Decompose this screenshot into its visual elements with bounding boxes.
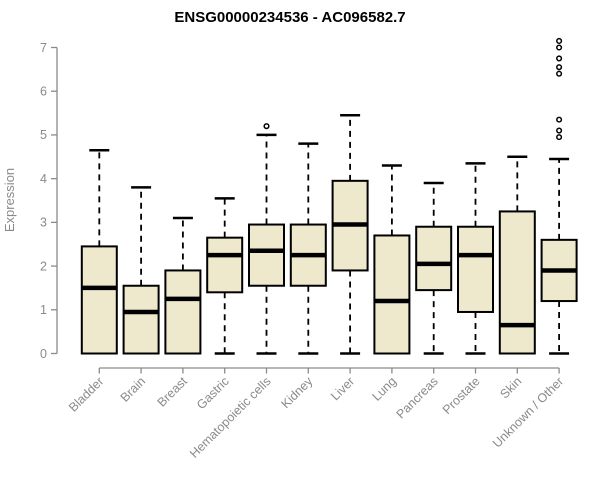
boxplot-brain: [122, 186, 160, 355]
outlier-point: [556, 44, 563, 51]
x-tick-label: Bladder: [66, 374, 106, 414]
x-tick-label: Hematopoietic cells: [187, 374, 274, 461]
iqr-box: [122, 284, 160, 355]
plot-area: 0 1 2 3 4 5 6 7 Bladder Brain Breast GastricHematop…: [40, 37, 578, 461]
outlier-point: [556, 127, 563, 134]
outlier-point: [556, 64, 563, 71]
outlier-point: [556, 134, 563, 141]
y-tick-label: 4: [40, 172, 47, 186]
outlier-point: [556, 37, 563, 44]
iqr-box: [206, 236, 244, 294]
outlier-point: [556, 55, 563, 62]
x-tick-label: Pancreas: [394, 374, 441, 421]
boxplot-unknown-other: [540, 37, 578, 355]
iqr-box: [498, 210, 536, 355]
iqr-box: [80, 245, 118, 355]
outlier-point: [556, 116, 563, 123]
y-tick-label: 2: [40, 259, 47, 273]
x-tick-label: Brain: [118, 374, 149, 405]
boxplot-lung: [373, 164, 411, 355]
x-tick-label: Kidney: [278, 374, 315, 411]
x-tick-label: Unknown / Other: [490, 374, 566, 450]
x-tick-label: Lung: [369, 374, 399, 404]
x-tick-label: Prostate: [440, 374, 483, 417]
outlier-point: [263, 123, 270, 130]
y-tick-label: 0: [40, 347, 47, 361]
x-tick-label: Breast: [155, 374, 191, 410]
boxplot-prostate: [457, 162, 494, 355]
boxplot-bladder: [80, 148, 118, 355]
iqr-box: [415, 225, 453, 292]
y-tick-label: 7: [40, 41, 47, 55]
boxplot-skin: [498, 155, 536, 355]
y-tick-label: 5: [40, 128, 47, 142]
iqr-box: [248, 223, 285, 287]
x-tick-label: Gastric: [194, 374, 232, 412]
chart-title: ENSG00000234536 - AC096582.7: [174, 9, 405, 26]
y-tick-label: 3: [40, 216, 47, 230]
outlier-point: [556, 70, 563, 77]
boxplot-hematopoietic-cells: [248, 123, 285, 355]
boxplot-pancreas: [415, 181, 453, 355]
x-tick-label: Liver: [328, 374, 357, 403]
iqr-box: [373, 234, 411, 355]
boxplot-gastric: [206, 197, 244, 355]
x-tick-label: Skin: [497, 374, 524, 401]
boxplot-breast: [164, 216, 202, 355]
y-tick-label: 6: [40, 85, 47, 99]
iqr-box: [164, 269, 202, 355]
y-tick-label: 1: [40, 303, 47, 317]
iqr-box: [457, 225, 494, 313]
boxplot-kidney: [289, 142, 327, 355]
y-axis-title: Expression: [2, 168, 17, 232]
boxplot-liver: [331, 114, 369, 355]
